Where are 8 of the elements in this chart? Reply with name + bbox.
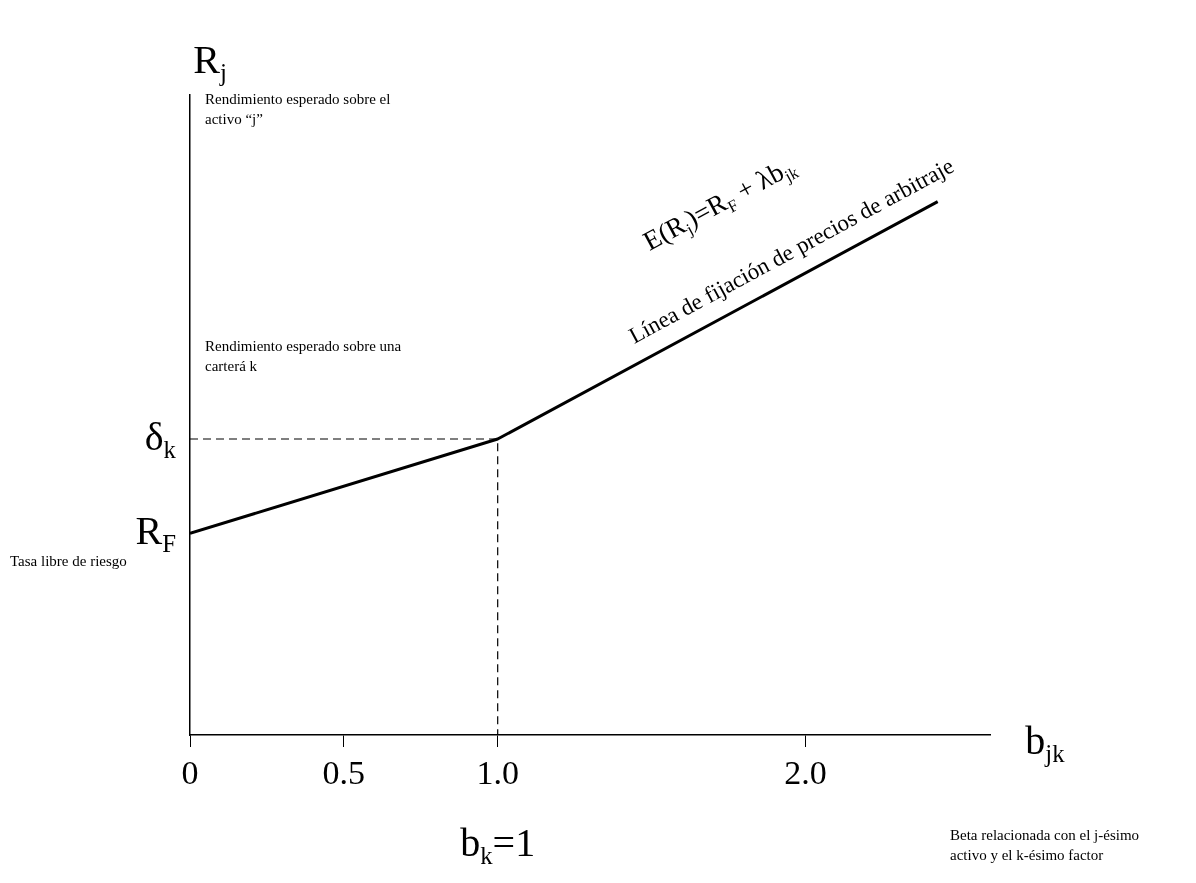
text: Rendimiento esperado sobre el activo “j”	[205, 90, 391, 127]
x-tick-label: 2.0	[784, 754, 827, 792]
x-tick-label: 1.0	[476, 754, 519, 792]
x-tick-label: 0.5	[322, 754, 366, 792]
annotation: Rendimiento esperado sobre una carterá k	[205, 337, 402, 374]
text: Beta relacionada con el j-ésimo activo y el k-ésimo factor	[950, 826, 1140, 863]
x-tick-label: 0	[181, 754, 199, 792]
text: Tasa libre de riesgo	[10, 552, 127, 569]
